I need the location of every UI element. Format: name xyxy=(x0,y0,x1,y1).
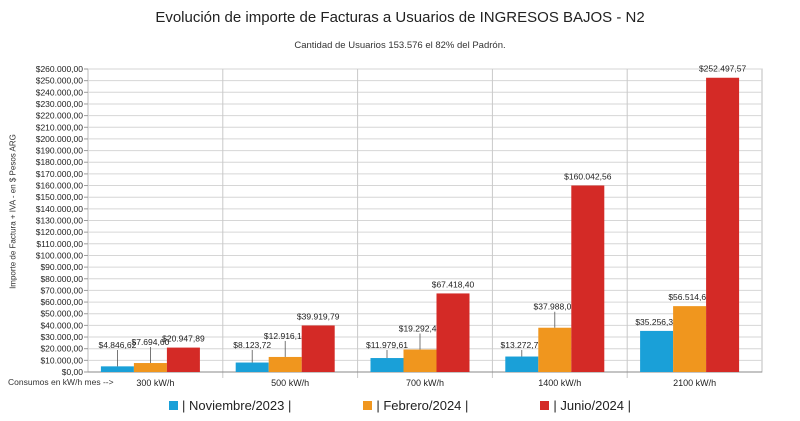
bar xyxy=(133,363,167,372)
bar xyxy=(673,306,707,372)
legend-swatch xyxy=(169,401,178,410)
x-tick-label: 2100 kW/h xyxy=(673,378,716,388)
y-tick-label: $30.000,00 xyxy=(40,332,83,342)
y-tick-label: $40.000,00 xyxy=(40,320,83,330)
chart-legend: | Noviembre/2023 | | Febrero/2024 | | Juni… xyxy=(0,398,800,413)
legend-item: | Noviembre/2023 | xyxy=(169,398,291,413)
bar xyxy=(370,358,404,372)
y-tick-label: $10.000,00 xyxy=(40,355,83,365)
data-label: $56.514,68 xyxy=(668,292,711,302)
y-tick-label: $140.000,00 xyxy=(36,204,84,214)
bar xyxy=(268,356,302,372)
data-label: $39.919,79 xyxy=(297,311,340,321)
data-label: $252.497,57 xyxy=(699,64,747,74)
legend-label: | Noviembre/2023 | xyxy=(182,398,292,413)
y-tick-label: $0,00 xyxy=(62,367,84,377)
y-tick-label: $190.000,00 xyxy=(36,146,84,156)
bar xyxy=(301,325,335,372)
y-tick-label: $60.000,00 xyxy=(40,297,83,307)
legend-swatch xyxy=(363,401,373,410)
x-axis-label: Consumos en kW/h mes --> xyxy=(8,377,114,387)
data-label: $4.846,62 xyxy=(98,340,136,350)
y-tick-label: $200.000,00 xyxy=(36,134,84,144)
y-tick-label: $120.000,00 xyxy=(36,227,84,237)
legend-swatch xyxy=(540,401,550,410)
bar xyxy=(436,293,470,372)
x-tick-label: 500 kW/h xyxy=(271,378,309,388)
y-tick-label: $80.000,00 xyxy=(40,274,83,284)
data-label: $7.694,60 xyxy=(131,337,169,347)
y-tick-label: $210.000,00 xyxy=(36,122,84,132)
y-tick-label: $160.000,00 xyxy=(36,181,84,191)
y-tick-label: $220.000,00 xyxy=(36,111,84,121)
data-label: $12.916,15 xyxy=(264,331,307,341)
chart-plot-area: $0,00 $10.000,00$20.000,00 $30.000,00 $40.0… xyxy=(36,64,763,388)
y-tick-label: $100.000,00 xyxy=(36,250,84,260)
y-tick-label: $260.000,00 xyxy=(36,64,84,74)
y-tick-label: $130.000,00 xyxy=(36,216,84,226)
y-tick-label: $70.000,00 xyxy=(40,285,83,295)
y-tick-label: $230.000,00 xyxy=(36,99,84,109)
y-tick-label: $250.000,00 xyxy=(36,76,84,86)
bar xyxy=(403,349,437,372)
x-tick-label: 300 kW/h xyxy=(136,378,174,388)
data-label: $11.979,61 xyxy=(366,340,408,350)
y-tick-label: $20.000,00 xyxy=(40,344,83,354)
y-tick-label: $150.000,00 xyxy=(36,192,84,202)
y-tick-label: $180.000,00 xyxy=(36,157,84,167)
y-tick-label: $240.000,00 xyxy=(36,87,84,97)
bar xyxy=(538,327,572,372)
bar xyxy=(100,366,134,372)
bar xyxy=(571,185,605,372)
data-label: $37.988,00 xyxy=(534,302,577,312)
data-label: $35.256,34 xyxy=(635,317,678,327)
chart-subtitle: Cantidad de Usuarios 153.576 el 82% del … xyxy=(294,40,506,51)
bar xyxy=(706,77,740,372)
bar xyxy=(235,362,269,372)
data-label: $8.123,72 xyxy=(233,340,271,350)
data-label: $13.272,79 xyxy=(501,340,544,350)
bar xyxy=(166,347,200,372)
x-tick-label: 1400 kW/h xyxy=(538,378,581,388)
data-label: $67.418,40 xyxy=(432,279,475,289)
y-tick-label: $170.000,00 xyxy=(36,169,84,179)
y-tick-label: $110.000,00 xyxy=(36,239,83,249)
y-tick-label: $50.000,00 xyxy=(40,309,83,319)
x-tick-label: 700 kW/h xyxy=(406,378,444,388)
legend-label: | Febrero/2024 | xyxy=(376,398,469,413)
data-label: $20.947,89 xyxy=(162,334,205,344)
chart-title: Evolución de importe de Facturas a Usuar… xyxy=(155,9,645,26)
y-tick-label: $90.000,00 xyxy=(40,262,83,272)
legend-label: | Junio/2024 | xyxy=(553,398,631,413)
data-label: $19.292,49 xyxy=(399,324,442,334)
legend-item: | Febrero/2024 | xyxy=(363,398,468,413)
bar xyxy=(640,330,674,372)
bar xyxy=(505,356,539,372)
data-label: $160.042,56 xyxy=(564,171,612,181)
legend-item: | Junio/2024 | xyxy=(540,398,631,413)
